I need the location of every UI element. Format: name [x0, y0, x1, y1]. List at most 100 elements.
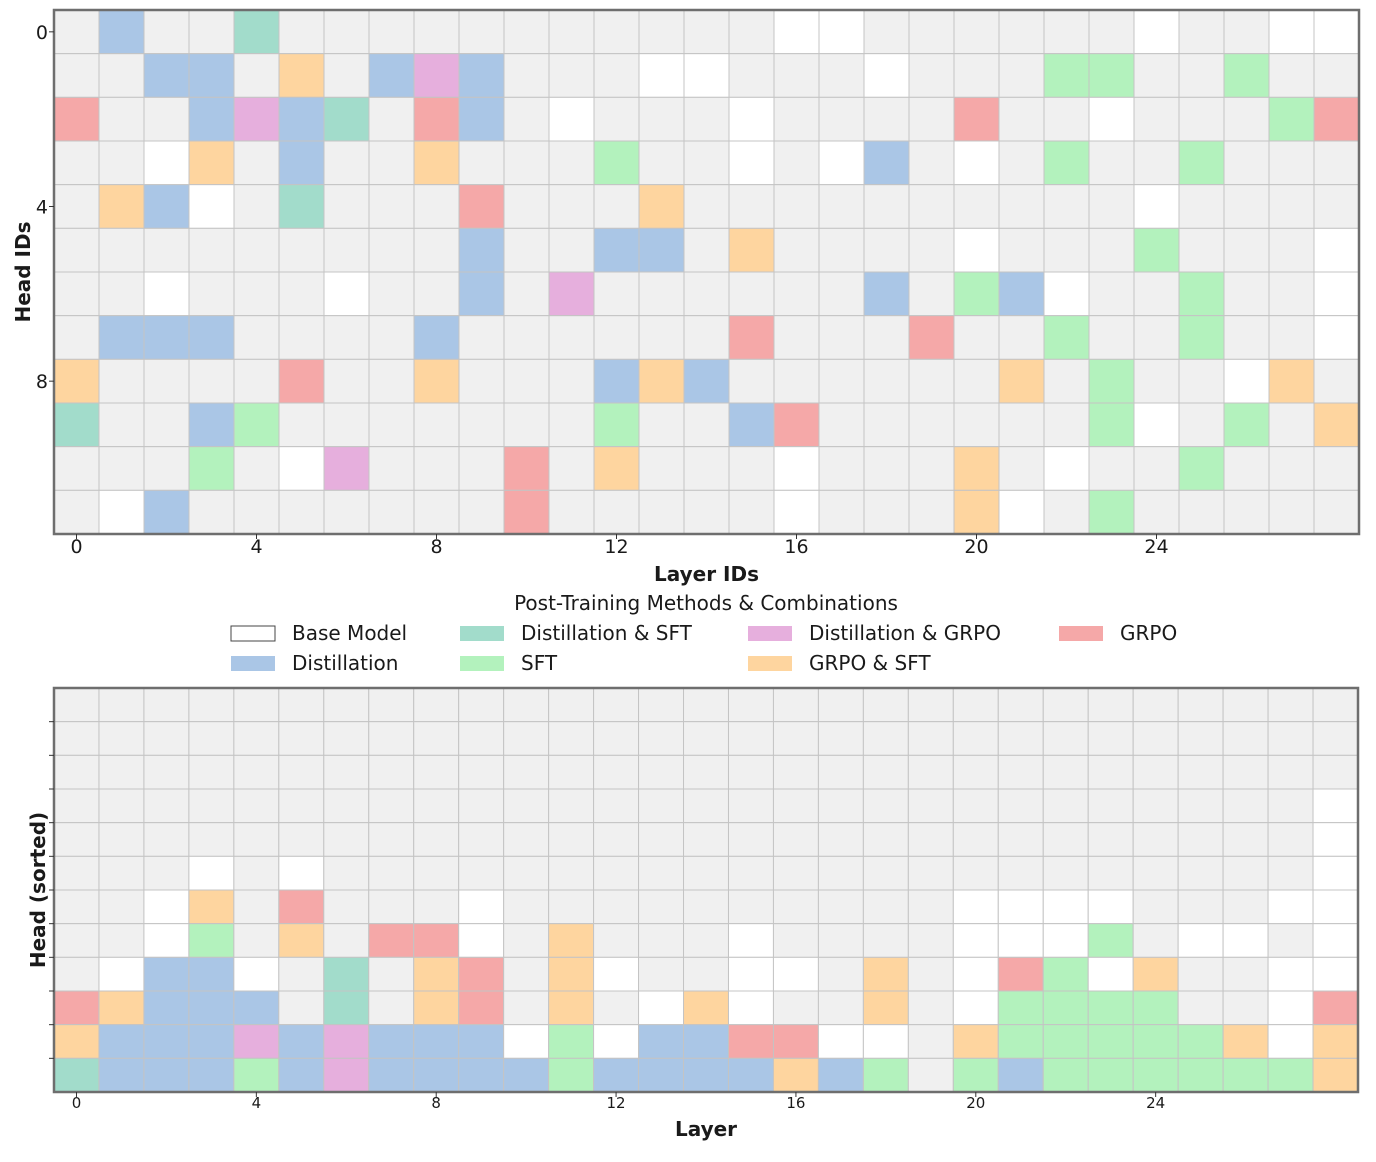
top-y-tick-0: 0 — [36, 22, 48, 44]
bottom-cell-11-18 — [862, 1057, 909, 1093]
top-cell-0-4 — [233, 9, 280, 55]
top-cell-9-19 — [908, 402, 955, 448]
top-cell-4-22 — [1043, 184, 1090, 229]
top-cell-0-7 — [368, 9, 415, 55]
bottom-cell-1-24 — [1132, 721, 1179, 756]
top-cell-8-11 — [548, 358, 595, 404]
bottom-cell-7-2 — [143, 923, 190, 958]
bottom-cell-2-20 — [952, 754, 999, 790]
legend-label: Distillation — [292, 651, 398, 675]
bottom-cell-9-18 — [862, 990, 909, 1026]
bottom-cell-0-24 — [1132, 687, 1179, 723]
top-cell-3-23 — [1088, 140, 1135, 186]
top-cell-5-13 — [638, 227, 685, 273]
bottom-cell-10-3 — [188, 1024, 235, 1059]
bottom-cell-10-25 — [1177, 1024, 1224, 1059]
bottom-cell-9-1 — [98, 990, 145, 1026]
bottom-cell-0-0 — [53, 687, 100, 723]
bottom-cell-1-9 — [458, 721, 505, 756]
bottom-cell-11-2 — [143, 1057, 190, 1093]
bottom-cell-5-2 — [143, 855, 190, 891]
top-cell-1-16 — [773, 53, 820, 98]
bottom-cell-5-20 — [952, 855, 999, 891]
bottom-cell-2-19 — [907, 754, 954, 790]
legend-label: Distillation & GRPO — [809, 621, 1001, 645]
top-cell-10-16 — [773, 446, 820, 491]
top-cell-11-7 — [368, 489, 415, 535]
bottom-cell-9-0 — [53, 990, 100, 1026]
top-cell-6-18 — [863, 271, 910, 317]
bottom-cell-2-9 — [458, 754, 505, 790]
top-cell-6-3 — [188, 271, 235, 317]
bottom-cell-7-25 — [1177, 923, 1224, 958]
bottom-cell-8-25 — [1177, 956, 1224, 992]
bottom-cell-10-18 — [862, 1024, 909, 1059]
bottom-x-tick-4: 16 — [786, 1094, 805, 1112]
bottom-cell-6-11 — [548, 889, 595, 925]
top-cell-9-22 — [1043, 402, 1090, 448]
legend-swatch — [460, 626, 504, 641]
bottom-cell-1-28 — [1312, 721, 1359, 756]
top-cell-0-15 — [728, 9, 775, 55]
bottom-cell-3-1 — [98, 788, 145, 824]
top-cell-10-15 — [728, 446, 775, 491]
bottom-cell-2-28 — [1312, 754, 1359, 790]
top-cell-2-5 — [278, 96, 325, 142]
top-cell-5-26 — [1223, 227, 1270, 273]
top-cell-0-16 — [773, 9, 820, 55]
top-cell-10-26 — [1223, 446, 1270, 491]
legend-title: Post-Training Methods & Combinations — [514, 591, 898, 615]
top-cell-10-22 — [1043, 446, 1090, 491]
bottom-cell-0-2 — [143, 687, 190, 723]
top-cell-6-21 — [998, 271, 1045, 317]
bottom-cell-0-7 — [368, 687, 415, 723]
bottom-cell-7-17 — [817, 923, 864, 958]
bottom-cell-11-28 — [1312, 1057, 1359, 1093]
bottom-cell-9-5 — [278, 990, 325, 1026]
bottom-cell-9-4 — [233, 990, 280, 1026]
bottom-cell-5-1 — [98, 855, 145, 891]
bottom-cell-7-22 — [1042, 923, 1089, 958]
bottom-cell-5-16 — [772, 855, 819, 891]
bottom-cell-6-17 — [817, 889, 864, 925]
bottom-cell-2-0 — [53, 754, 100, 790]
top-cell-10-3 — [188, 446, 235, 491]
legend-label: Base Model — [292, 621, 407, 645]
top-cell-0-10 — [503, 9, 550, 55]
bottom-cell-7-9 — [458, 923, 505, 958]
bottom-cell-3-28 — [1312, 788, 1359, 824]
bottom-cell-7-6 — [323, 923, 370, 958]
top-cell-7-12 — [593, 315, 640, 360]
top-cell-9-12 — [593, 402, 640, 448]
top-cell-2-17 — [818, 96, 865, 142]
bottom-cell-10-10 — [503, 1024, 550, 1059]
bottom-cell-8-9 — [458, 956, 505, 992]
top-cell-9-14 — [683, 402, 730, 448]
top-cell-7-27 — [1268, 315, 1315, 360]
bottom-cell-8-26 — [1222, 956, 1269, 992]
bottom-cell-2-8 — [413, 754, 460, 790]
top-cell-11-27 — [1268, 489, 1315, 535]
top-cell-11-14 — [683, 489, 730, 535]
top-cell-0-20 — [953, 9, 1000, 55]
legend-item-distillation-sft: Distillation & SFT — [460, 621, 693, 645]
bottom-cell-11-5 — [278, 1057, 325, 1093]
top-cell-0-18 — [863, 9, 910, 55]
bottom-cell-2-7 — [368, 754, 415, 790]
top-cell-10-25 — [1178, 446, 1225, 491]
top-cell-1-13 — [638, 53, 685, 98]
bottom-cell-8-1 — [98, 956, 145, 992]
bottom-cell-9-26 — [1222, 990, 1269, 1026]
top-cell-7-9 — [458, 315, 505, 360]
top-cell-5-28 — [1313, 227, 1360, 273]
top-cell-10-28 — [1313, 446, 1360, 491]
bottom-cell-4-25 — [1177, 822, 1224, 857]
top-cell-10-21 — [998, 446, 1045, 491]
bottom-cell-1-27 — [1267, 721, 1314, 756]
top-cell-11-15 — [728, 489, 775, 535]
bottom-cell-8-16 — [772, 956, 819, 992]
top-cell-7-6 — [323, 315, 370, 360]
top-cell-1-26 — [1223, 53, 1270, 98]
top-cell-3-16 — [773, 140, 820, 186]
top-cell-3-5 — [278, 140, 325, 186]
